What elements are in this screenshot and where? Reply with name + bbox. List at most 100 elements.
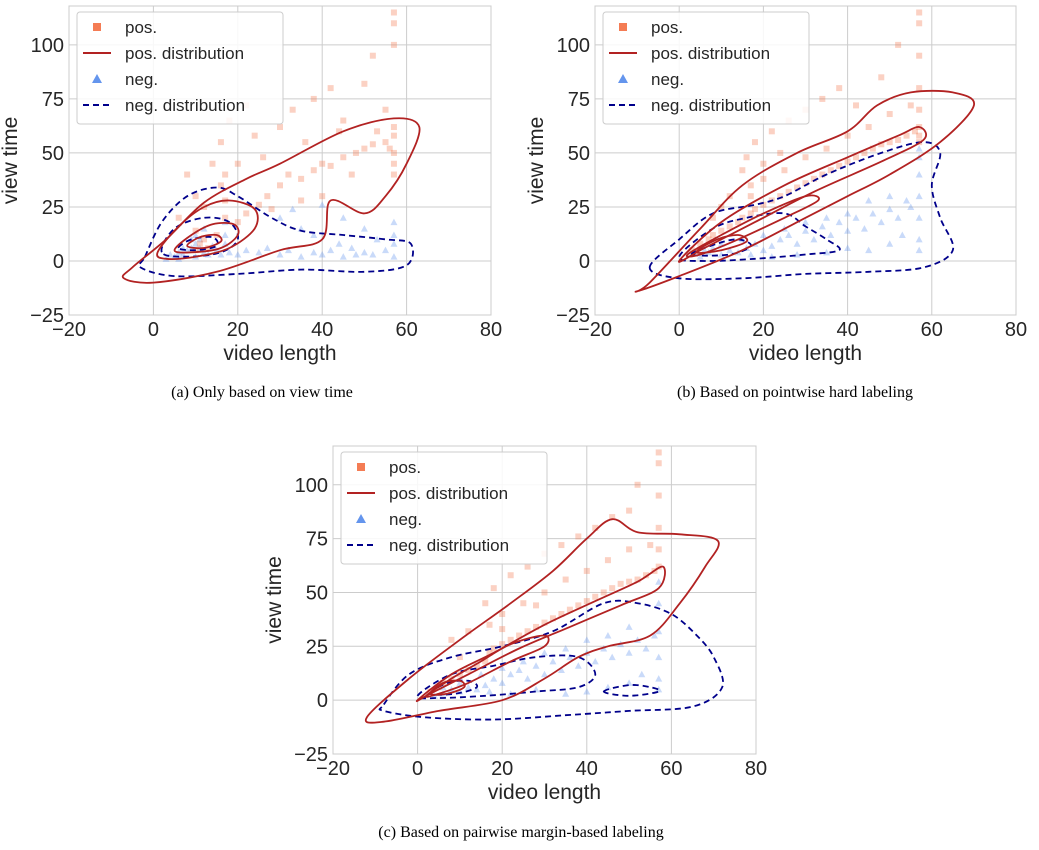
pos-point (865, 124, 872, 131)
caption-b: (b) Based on pointwise hard labeling (677, 384, 913, 401)
neg-point (894, 214, 902, 221)
pos-point (549, 615, 556, 622)
neg-point (886, 192, 894, 200)
pos-point (390, 171, 397, 178)
neg-point (369, 250, 377, 258)
x-tick-label: 40 (576, 758, 598, 780)
neg-point (524, 675, 532, 682)
neg-point (696, 253, 704, 260)
pos-point (289, 106, 296, 113)
pos-distribution-contour (173, 221, 240, 254)
pos-distribution-contour (364, 518, 720, 724)
pos-point (760, 201, 767, 208)
pos-point (369, 141, 376, 148)
neg-point (759, 246, 767, 254)
neg-point (898, 231, 906, 239)
legend-pos-marker (357, 463, 365, 471)
pos-point (277, 182, 283, 189)
neg-distribution-contour (378, 599, 724, 721)
pos-point (319, 160, 326, 167)
pos-point (352, 149, 359, 156)
neg-point (818, 222, 826, 230)
x-axis-label: video length (488, 781, 601, 804)
neg-point (549, 657, 557, 665)
legend-pos-marker (93, 23, 101, 31)
pos-point (499, 641, 506, 648)
legend-box (340, 451, 548, 565)
panel-a: −20 0 20 40 60 80 −25 0 25 50 75 100 video length vie… (0, 5, 502, 365)
pos-point (482, 658, 489, 665)
neg-point (360, 225, 368, 232)
y-tick-label: 100 (557, 35, 590, 57)
pos-point (192, 227, 199, 234)
pos-point (327, 85, 334, 92)
neg-point (625, 623, 633, 630)
pos-point (634, 481, 641, 488)
y-tick-label: 0 (579, 251, 590, 273)
y-tick-label: 75 (42, 89, 64, 111)
y-tick-label: 50 (568, 143, 590, 165)
neg-distribution-contour (160, 216, 239, 258)
pos-point (541, 589, 548, 596)
neg-point (915, 171, 923, 178)
neg-point (490, 675, 498, 682)
pos-point (507, 572, 514, 579)
y-tick-label: 25 (306, 636, 328, 658)
y-tick-label: 25 (568, 197, 590, 219)
pos-point (794, 184, 801, 191)
pos-point (490, 585, 497, 592)
pos-point (285, 171, 292, 178)
pos-point (643, 572, 650, 579)
pos-point (486, 621, 493, 628)
legend-pos-marker (619, 23, 627, 31)
pos-point (382, 106, 389, 113)
neg-point (481, 681, 489, 689)
pos-point (655, 524, 662, 531)
pos-point (558, 542, 565, 549)
pos-point (390, 41, 397, 48)
neg-point (196, 235, 204, 243)
x-tick-label: −20 (578, 319, 612, 341)
neg-point (655, 675, 663, 682)
pos-point (499, 611, 506, 617)
pos-point (507, 636, 514, 643)
pos-point (184, 171, 191, 178)
pos-point (217, 139, 224, 146)
legend-neg: neg. (125, 70, 158, 89)
neg-point (297, 225, 305, 232)
legend-pos-distribution: pos. distribution (125, 44, 244, 63)
neg-point (562, 690, 570, 697)
pos-point (340, 154, 347, 161)
pos-point (386, 145, 393, 152)
pos-point (916, 106, 923, 113)
y-tick-label: −25 (294, 744, 328, 766)
pos-point (688, 247, 695, 254)
pos-point (524, 563, 531, 570)
neg-point (532, 685, 540, 693)
pos-point (264, 193, 271, 200)
y-tick-label: 50 (306, 582, 328, 604)
legend-box (602, 11, 810, 125)
legend-neg-distribution: neg. distribution (651, 96, 771, 115)
pos-point (726, 223, 733, 230)
pos-point (340, 117, 347, 124)
pos-point (895, 136, 902, 143)
neg-distribution-contour (648, 141, 955, 281)
neg-point (650, 632, 658, 639)
x-axis-label: video length (749, 342, 862, 365)
neg-point (844, 227, 852, 234)
neg-point (217, 250, 225, 258)
y-axis-label: view time (263, 556, 286, 644)
pos-point (802, 180, 809, 187)
pos-point (390, 149, 397, 156)
neg-point (827, 231, 835, 239)
neg-point (810, 235, 818, 243)
pos-point (277, 124, 283, 131)
legend-neg-marker (618, 74, 628, 83)
pos-point (361, 80, 368, 87)
neg-point (915, 145, 923, 152)
neg-point (802, 218, 809, 226)
pos-distribution-contour (429, 679, 466, 696)
pos-point (268, 206, 275, 213)
pos-point (916, 20, 923, 27)
